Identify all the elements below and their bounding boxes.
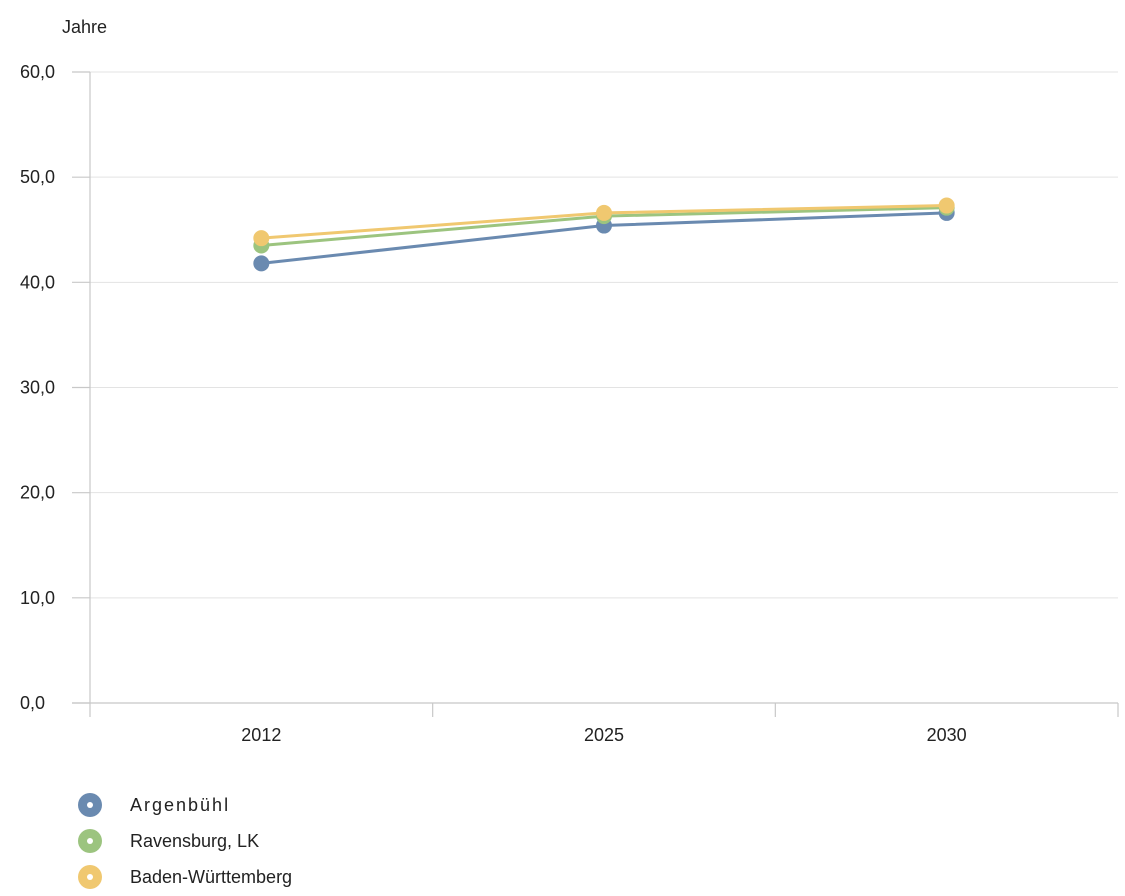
y-tick-label: 0,0: [20, 693, 45, 713]
axes: [72, 72, 1118, 717]
legend-item-ravensburg[interactable]: Ravensburg, LK: [78, 823, 292, 859]
x-tick-label: 2030: [927, 725, 967, 745]
data-point[interactable]: [938, 197, 955, 214]
legend-marker-argenbuehl: [78, 793, 102, 817]
gridlines: [90, 71, 1118, 599]
legend-marker-ravensburg: [78, 829, 102, 853]
legend-label: Ravensburg, LK: [130, 830, 260, 851]
data-point[interactable]: [253, 255, 270, 272]
y-tick-label: 10,0: [20, 588, 55, 608]
legend-item-argenbuehl[interactable]: Argenbühl: [78, 787, 292, 823]
legend-item-baden-wuerttemberg[interactable]: Baden-Württemberg: [78, 859, 292, 895]
legend-label: Baden-Württemberg: [130, 866, 293, 887]
line-chart: Jahre 0,010,020,030,040,050,060,0 2012 20…: [20, 17, 1119, 745]
y-axis-unit-label: Jahre: [62, 17, 107, 37]
y-tick-label: 50,0: [20, 167, 55, 187]
x-tick-label: 2012: [241, 725, 281, 745]
data-point[interactable]: [596, 204, 612, 221]
legend: Argenbühl Ravensburg, LK Baden-Württembe…: [78, 787, 292, 895]
series-3: [253, 197, 955, 247]
data-point[interactable]: [253, 230, 270, 247]
y-tick-label: 40,0: [20, 272, 55, 292]
legend-label: Argenbühl: [130, 794, 231, 815]
legend-marker-baden-wuerttemberg: [78, 865, 102, 889]
y-tick-label: 30,0: [20, 378, 55, 398]
y-tick-label: 20,0: [20, 483, 55, 503]
x-tick-label: 2025: [584, 725, 624, 745]
y-tick-label: 60,0: [20, 62, 55, 82]
x-axis-ticks: 2012 2025 2030: [241, 703, 1119, 745]
y-axis-ticks: 0,0 10,0 20,0 30,0 40,0 50,0 60,0: [20, 62, 90, 713]
series-lines: [253, 197, 955, 272]
